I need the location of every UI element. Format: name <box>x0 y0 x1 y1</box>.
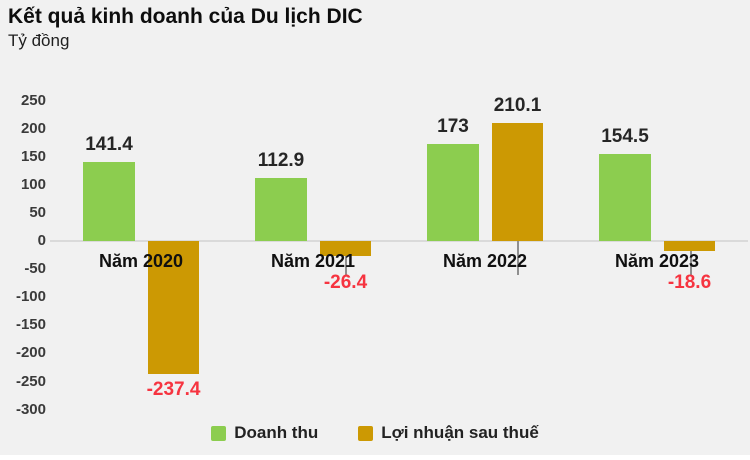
bar-doanh-thu <box>427 143 479 241</box>
value-label-doanh-thu: 141.4 <box>85 133 133 155</box>
category-label: Năm 2022 <box>442 251 528 271</box>
y-axis-label: -100 <box>15 288 46 306</box>
y-axis-label: -200 <box>15 344 46 362</box>
value-label-loi-nhuan: -237.4 <box>146 379 201 401</box>
x-axis-tick <box>517 241 519 275</box>
x-axis-tick <box>690 241 692 275</box>
chart-unit-label: Tỷ đồng <box>8 31 70 50</box>
value-label-loi-nhuan: -18.6 <box>667 272 712 293</box>
y-axis-label: -300 <box>15 400 46 418</box>
legend-label-doanh-thu: Doanh thu <box>234 423 319 442</box>
y-axis-label: 250 <box>20 91 46 109</box>
category-label: Năm 2020 <box>98 251 184 271</box>
bar-doanh-thu <box>83 161 135 241</box>
legend-swatch-loi-nhuan <box>358 425 374 441</box>
y-axis-label: 150 <box>20 147 46 165</box>
legend-swatch-doanh-thu <box>211 425 227 441</box>
legend-item-doanh-thu: Doanh thu <box>211 423 318 443</box>
bar-loi-nhuan <box>664 241 715 252</box>
category-label: Năm 2023 <box>614 251 700 271</box>
zero-axis-line <box>50 240 748 242</box>
y-axis-label: 100 <box>20 175 46 193</box>
value-label-loi-nhuan: 210.1 <box>493 94 542 116</box>
y-axis-label: -50 <box>24 260 46 278</box>
bottom-margin <box>0 455 750 460</box>
category-label: Năm 2021 <box>270 251 356 271</box>
bar-loi-nhuan <box>148 241 199 375</box>
value-label-doanh-thu: 112.9 <box>257 149 305 171</box>
value-label-doanh-thu: 154.5 <box>601 126 649 148</box>
value-label-loi-nhuan: -26.4 <box>323 272 368 293</box>
legend: Doanh thu Lợi nhuận sau thuế <box>0 423 750 443</box>
y-axis-label: 0 <box>37 232 46 249</box>
bar-loi-nhuan <box>320 241 371 256</box>
x-axis-tick <box>345 241 347 275</box>
y-axis-label: -150 <box>15 316 46 334</box>
y-axis-label: 200 <box>20 119 46 137</box>
chart-title: Kết quả kinh doanh của Du lịch DIC <box>8 5 363 28</box>
bar-doanh-thu <box>255 177 307 241</box>
y-axis-label: 50 <box>29 203 46 221</box>
legend-item-loi-nhuan: Lợi nhuận sau thuế <box>358 423 539 443</box>
bar-doanh-thu <box>599 154 651 241</box>
value-label-doanh-thu: 173 <box>437 115 469 137</box>
y-axis-label: -250 <box>15 372 46 390</box>
legend-label-loi-nhuan: Lợi nhuận sau thuế <box>381 423 539 442</box>
bar-loi-nhuan <box>492 122 543 241</box>
